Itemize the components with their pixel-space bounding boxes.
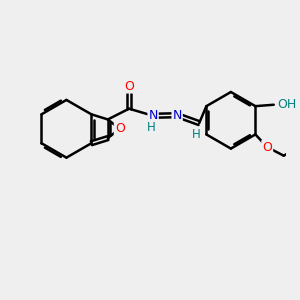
Text: O: O bbox=[115, 122, 124, 135]
Text: H: H bbox=[192, 128, 201, 141]
Text: O: O bbox=[262, 141, 272, 154]
Text: OH: OH bbox=[277, 98, 296, 111]
Text: N: N bbox=[172, 109, 182, 122]
Text: O: O bbox=[124, 80, 134, 93]
Text: N: N bbox=[148, 109, 158, 122]
Text: H: H bbox=[147, 121, 156, 134]
